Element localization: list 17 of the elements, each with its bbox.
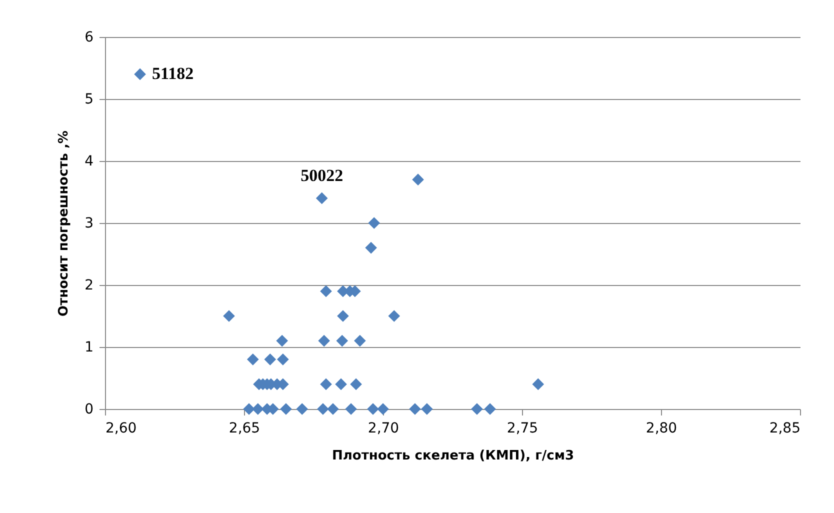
y-tick-label: 2	[84, 278, 94, 294]
x-tick-label: 2,75	[506, 420, 538, 436]
y-tick-label: 6	[84, 30, 94, 46]
x-tick-label: 2,60	[106, 420, 137, 436]
y-tick-label: 0	[84, 402, 94, 418]
x-axis-title: Плотность скелета (КМП), г/см3	[332, 448, 574, 464]
y-tick-label: 1	[84, 340, 94, 356]
y-axis-title: Относит погрешность ,%	[56, 130, 72, 316]
y-tick-label: 4	[84, 154, 94, 170]
annotation: 50022	[300, 166, 344, 186]
y-tick-label: 3	[84, 216, 94, 232]
y-tick-label: 5	[84, 92, 94, 108]
x-tick-label: 2,85	[769, 420, 800, 436]
x-tick-label: 2,70	[368, 420, 400, 436]
annotation: 51182	[152, 64, 194, 84]
x-tick-label: 2,80	[646, 420, 678, 436]
x-tick-label: 2,65	[228, 420, 260, 436]
